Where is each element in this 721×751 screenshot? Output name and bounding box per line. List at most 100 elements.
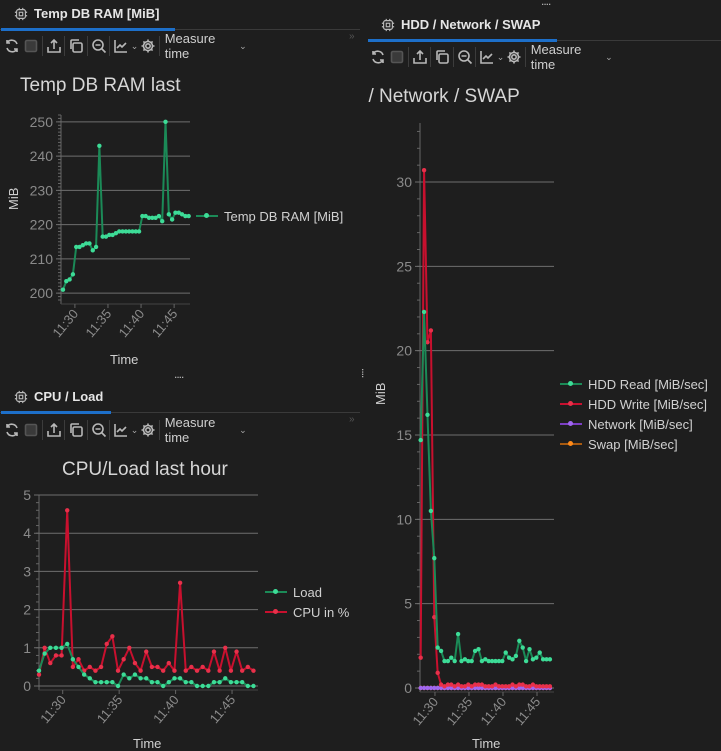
x-tick-label: 11:30 [49,306,81,340]
tab-hdd-network-swap[interactable]: HDD / Network / SWAP [381,17,540,32]
data-point [98,679,104,685]
settings-button[interactable] [138,419,158,441]
upload-icon [412,49,427,64]
copy-button[interactable] [66,419,86,441]
gear-icon [141,423,155,437]
data-point [90,248,95,253]
data-point [110,679,115,685]
legend-label: HDD Read [MiB/sec] [588,376,708,392]
resize-handle[interactable]: .... [541,0,551,8]
tab-cpu-load[interactable]: CPU / Load [14,389,103,404]
data-point [183,668,188,673]
export-button[interactable] [44,35,64,57]
data-point [98,664,104,670]
data-point [513,684,519,689]
data-point [449,655,454,660]
data-point [503,650,508,655]
measure-time-dropdown[interactable]: Measure time ⌄ [161,415,247,445]
data-point [211,679,217,685]
data-point [104,679,109,685]
settings-button[interactable] [138,35,158,57]
legend-item[interactable]: HDD Write [MiB/sec] [560,394,708,414]
tab-temp-db-ram[interactable]: Temp DB RAM [MiB] [14,6,159,21]
data-point [455,682,461,687]
y-tick-label: 200 [30,285,54,301]
zoom-out-icon [457,50,472,65]
overflow-icon[interactable]: » [349,31,355,42]
data-point [544,657,549,662]
data-point [36,668,42,673]
stop-button[interactable] [388,46,408,68]
vertical-resize-handle[interactable]: .... [359,368,373,378]
chevron-down-icon[interactable]: ⌄ [130,40,139,51]
data-point [65,508,70,513]
data-point [59,653,64,658]
legend-item[interactable]: CPU in % [265,602,349,622]
y-tick-label: 2 [23,602,31,618]
data-point [483,657,488,662]
export-button[interactable] [44,419,64,441]
copy-button[interactable] [432,46,452,68]
stop-button[interactable] [22,419,42,441]
tab-divider [0,412,360,413]
resize-handle[interactable]: .... [174,367,184,381]
chart-toolbar: ⌄ Measure time ⌄ [368,42,613,72]
toolbar-separator [475,47,477,67]
refresh-button[interactable] [2,35,22,57]
chart-title: Temp DB RAM last [20,75,181,96]
copy-icon [70,39,83,53]
toolbar-separator [109,420,111,440]
data-point [93,244,99,250]
overflow-icon[interactable]: » [349,414,355,425]
data-point [166,660,172,666]
data-point [462,684,468,689]
legend-item[interactable]: Load [265,582,349,602]
data-point [211,649,217,654]
series-line [419,310,550,663]
data-point [97,143,102,149]
refresh-button[interactable] [368,46,388,68]
zoom-out-button[interactable] [89,35,109,57]
data-point [534,655,539,660]
legend-swatch [196,213,218,218]
copy-button[interactable] [66,35,86,57]
data-point [449,685,454,691]
data-point [36,672,42,677]
legend-item[interactable]: HDD Read [MiB/sec] [560,374,708,394]
settings-button[interactable] [504,46,524,68]
data-point [100,234,105,239]
measure-time-label: Measure time [530,42,582,72]
chip-icon [381,18,395,31]
data-point [472,648,478,654]
export-button[interactable] [410,46,430,68]
chevron-down-icon[interactable]: ⌄ [496,51,505,62]
data-point [435,685,440,691]
chart-type-button[interactable] [477,46,497,68]
active-tab-indicator [1,411,111,414]
data-point [500,684,505,689]
measure-time-dropdown[interactable]: Measure time ⌄ [527,42,613,72]
data-point [132,672,138,677]
chevron-down-icon[interactable]: ⌄ [130,424,139,435]
toolbar-separator [42,36,43,56]
chart-type-button[interactable] [111,419,131,441]
x-tick-label: 11:30 [37,692,69,726]
data-point [144,649,149,654]
refresh-button[interactable] [2,419,22,441]
data-point [472,685,478,691]
chart-type-button[interactable] [111,35,131,57]
data-point [476,647,481,652]
stop-button[interactable] [22,35,42,57]
data-point [206,683,211,689]
legend-item[interactable]: Temp DB RAM [MiB] [196,206,343,226]
zoom-out-button[interactable] [455,46,475,68]
data-point [432,614,437,620]
legend-swatch [560,421,582,426]
legend-item[interactable]: Swap [MiB/sec] [560,434,708,454]
measure-time-dropdown[interactable]: Measure time ⌄ [161,31,247,61]
zoom-out-button[interactable] [89,419,109,441]
data-point [153,215,158,220]
data-point [172,676,177,681]
legend-item[interactable]: Network [MiB/sec] [560,414,708,434]
data-point [173,210,178,215]
